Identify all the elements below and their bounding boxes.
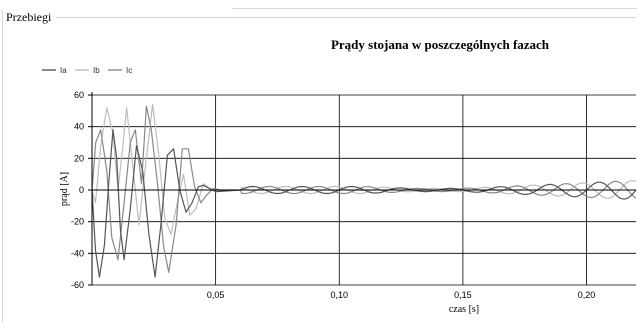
- x-tick-label: 0,10: [331, 290, 349, 300]
- y-axis-label: prąd [A]: [59, 172, 70, 206]
- legend-label-ia: Ia: [60, 66, 67, 75]
- y-tick-label: 0: [79, 185, 84, 195]
- y-tick-label: -40: [71, 248, 84, 258]
- chart-title: Prądy stojana w poszczególnych fazach: [331, 37, 550, 52]
- x-tick-label: 0,15: [454, 290, 472, 300]
- panel-title: Przebiegi: [6, 10, 55, 24]
- chart-legend: Ia Ib Ic: [42, 66, 132, 75]
- chart-axes: [88, 92, 636, 286]
- x-axis-label: czas [s]: [449, 304, 479, 315]
- x-tick-label: 0,05: [207, 290, 225, 300]
- chart-series: [91, 103, 637, 278]
- y-tick-label: -20: [71, 217, 84, 227]
- series-line-ib: [91, 103, 637, 235]
- x-tick-label: 0,20: [578, 290, 596, 300]
- legend-label-ib: Ib: [93, 66, 100, 75]
- chart-tick-labels: 60 40 20 0 -20 -40 -60 0,05 0,10 0,15 0,20: [71, 90, 595, 300]
- series-line-ia: [91, 129, 637, 278]
- przebiegi-panel: [2, 11, 636, 322]
- y-tick-label: 40: [74, 122, 84, 132]
- y-tick-label: -60: [71, 280, 84, 290]
- y-tick-label: 20: [74, 153, 84, 163]
- series-line-ic: [91, 105, 637, 273]
- panel-border-line: [56, 17, 636, 18]
- top-bar: [232, 0, 637, 9]
- legend-label-ic: Ic: [126, 66, 132, 75]
- y-tick-label: 60: [74, 90, 84, 100]
